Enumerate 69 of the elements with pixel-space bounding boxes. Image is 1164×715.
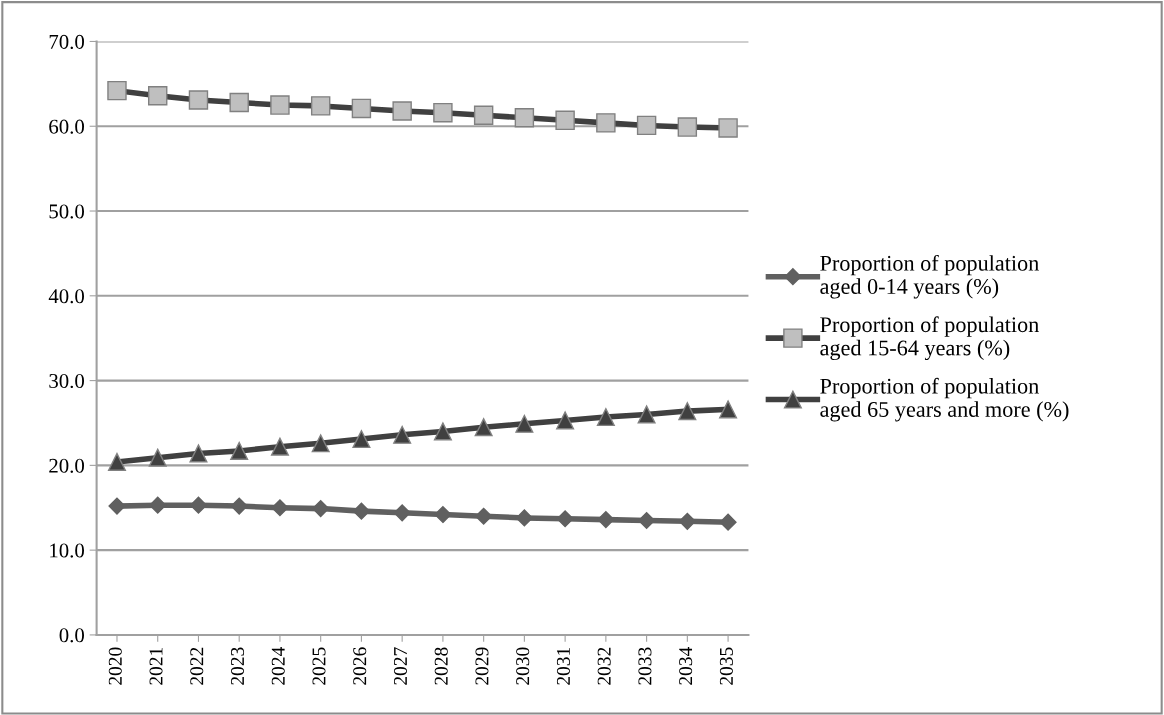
x-tick-label: 2024 <box>271 647 285 685</box>
point <box>392 101 412 121</box>
y-tick-label: 60.0 <box>49 119 85 134</box>
point <box>351 98 372 119</box>
point <box>473 105 494 125</box>
point <box>515 414 534 433</box>
point <box>393 425 412 444</box>
point <box>270 437 289 456</box>
legend-label: Proportion of population aged 15-64 years (%) <box>820 316 1039 361</box>
point <box>108 497 126 515</box>
y-tick-label: 30.0 <box>49 373 85 389</box>
point <box>515 509 533 527</box>
point <box>719 513 737 531</box>
point <box>311 434 330 453</box>
point <box>352 430 371 449</box>
point <box>719 400 738 419</box>
x-tick-label: 2033 <box>638 647 652 685</box>
point <box>148 448 167 467</box>
point <box>230 497 248 515</box>
point <box>271 499 289 517</box>
point <box>555 110 575 131</box>
y-tick-label: 40.0 <box>48 289 85 304</box>
x-tick-label: 2034 <box>679 647 693 685</box>
x-tick-label: 2025 <box>312 647 326 685</box>
point <box>556 510 574 528</box>
point <box>474 418 493 437</box>
y-tick-label: 20.0 <box>49 458 85 473</box>
point <box>352 502 370 520</box>
point <box>636 115 657 136</box>
x-tick-label: 2026 <box>353 647 367 685</box>
point <box>433 422 452 441</box>
point <box>312 500 330 518</box>
y-tick-label: 10.0 <box>50 543 85 558</box>
x-tick-label: 2028 <box>434 647 448 685</box>
x-tick-label: 2032 <box>597 647 611 685</box>
point <box>230 441 249 460</box>
point <box>433 102 453 123</box>
y-tick-label: 70.0 <box>49 34 85 49</box>
x-tick-label: 2021 <box>149 647 163 685</box>
x-tick-label: 2031 <box>556 647 570 685</box>
x-tick-label: 2030 <box>516 647 530 685</box>
point <box>678 402 697 421</box>
x-tick-label: 2020 <box>108 647 122 685</box>
point <box>596 113 616 133</box>
x-tick-label: 2029 <box>475 647 489 685</box>
point <box>678 512 696 530</box>
y-tick-label: 0.0 <box>59 628 85 643</box>
point <box>677 117 698 137</box>
point <box>188 90 209 110</box>
point <box>107 452 127 472</box>
point <box>229 92 249 113</box>
point <box>596 408 615 427</box>
legend-label: Proportion of population aged 0-14 years (%) <box>820 254 1039 299</box>
point <box>270 95 290 115</box>
point <box>637 405 656 424</box>
point <box>147 86 168 106</box>
y-tick-label: 50.0 <box>49 204 85 219</box>
x-tick-label: 2023 <box>230 647 245 685</box>
point <box>107 80 127 101</box>
x-tick-label: 2027 <box>393 647 408 685</box>
x-tick-label: 2022 <box>190 647 204 685</box>
point <box>310 96 331 116</box>
point <box>189 444 208 463</box>
point <box>514 108 535 128</box>
x-tick-label: 2035 <box>719 647 733 685</box>
legend-label: Proportion of population aged 65 years and more (%) <box>820 377 1069 422</box>
point <box>393 504 411 522</box>
point <box>556 411 575 430</box>
point <box>718 118 738 138</box>
